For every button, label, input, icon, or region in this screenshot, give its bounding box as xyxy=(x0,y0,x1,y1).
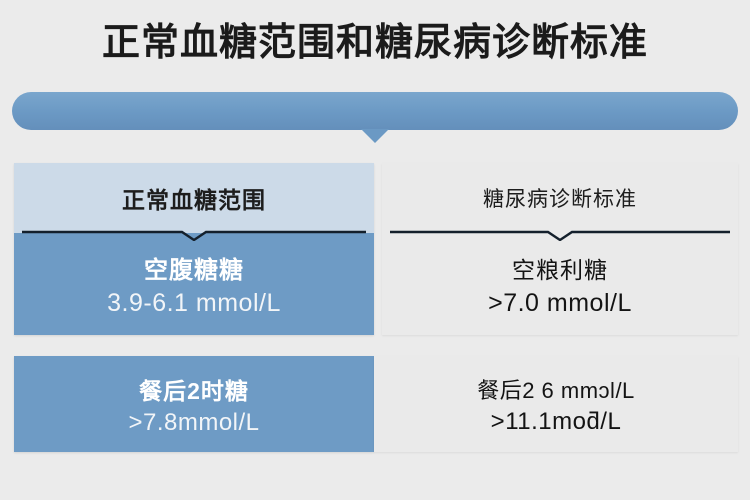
page-title: 正常血糖范围和糖尿病诊断标准 xyxy=(101,22,648,64)
normal-range-header-label: 正常血糖范围 xyxy=(122,187,266,213)
normal-fasting-content: 空腹糖糖 3.9-6.1 mmol/L xyxy=(14,233,374,335)
fasting-glucose-row: 正常血糖范围 空腹糖糖 3.9-6.1 mmol/L 糖尿病诊断标准 xyxy=(0,160,750,335)
diabetes-criteria-header: 糖尿病诊断标准 xyxy=(382,163,738,233)
normal-range-header: 正常血糖范围 xyxy=(14,163,374,233)
diabetes-fasting-content: 空粮利糖 >7.0 mmol/L xyxy=(382,233,738,335)
diabetes-postprandial-card: 餐后2 6 mmɔl/L >11.1moƌ/L xyxy=(374,356,738,452)
normal-fasting-value: 3.9-6.1 mmol/L xyxy=(107,289,281,317)
header-banner xyxy=(12,92,738,130)
diabetes-fasting-value: >7.0 mmol/L xyxy=(488,288,632,317)
banner-notch-icon xyxy=(361,129,389,143)
normal-postprandial-label: 餐后2时糖 xyxy=(139,377,249,404)
normal-postprandial-value: >7.8mmol/L xyxy=(128,408,260,436)
diabetes-postprandial-value: >11.1moƌ/L xyxy=(490,407,622,435)
normal-range-card: 正常血糖范围 空腹糖糖 3.9-6.1 mmol/L xyxy=(14,163,374,335)
postprandial-glucose-row: 餐后2时糖 >7.8mmol/L 餐后2 6 mmɔl/L >11.1moƌ/L xyxy=(0,356,750,452)
normal-postprandial-card: 餐后2时糖 >7.8mmol/L xyxy=(14,356,374,452)
normal-fasting-label: 空腹糖糖 xyxy=(144,257,244,284)
diabetes-fasting-label: 空粮利糖 xyxy=(512,256,608,283)
comparison-grid: 正常血糖范围 空腹糖糖 3.9-6.1 mmol/L 糖尿病诊断标准 xyxy=(0,160,750,470)
diabetes-criteria-card: 糖尿病诊断标准 空粮利糖 >7.0 mmol/L xyxy=(382,163,738,335)
diabetes-criteria-header-label: 糖尿病诊断标准 xyxy=(483,188,637,211)
diabetes-postprandial-label: 餐后2 6 mmɔl/L xyxy=(477,377,635,403)
